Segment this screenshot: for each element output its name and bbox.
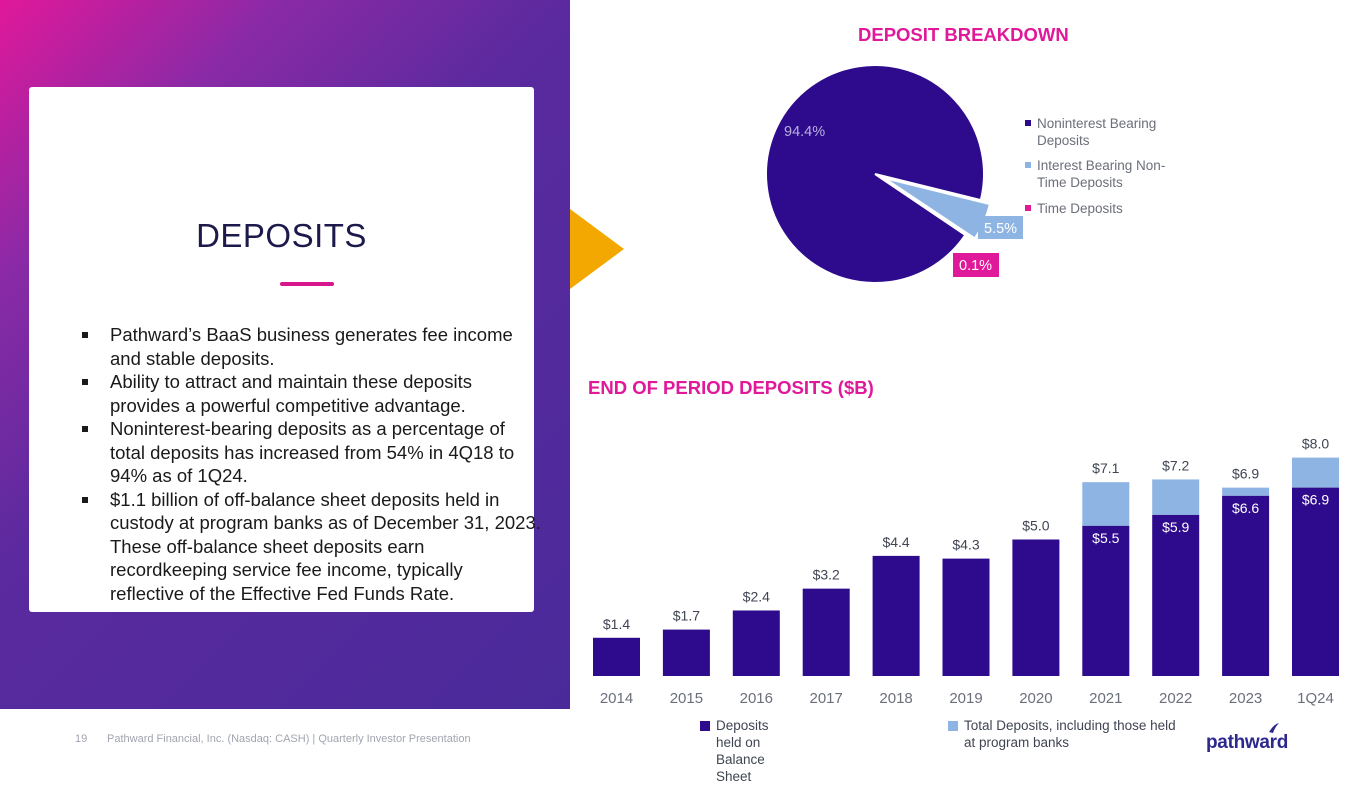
- legend-swatch-icon: [1025, 162, 1031, 168]
- legend-swatch-icon: [1025, 205, 1031, 211]
- bullet-list: Pathward’s BaaS business generates fee i…: [81, 323, 541, 605]
- x-tick-label: 1Q24: [1297, 690, 1334, 707]
- page-number: 19: [75, 733, 88, 745]
- bar-balance-sheet: [1012, 539, 1060, 676]
- pie-data-label: 5.5%: [984, 221, 1017, 237]
- legend-label: Time Deposits: [1037, 201, 1123, 216]
- page-title: DEPOSITS: [196, 217, 367, 254]
- bar-balance-sheet: [732, 610, 780, 676]
- bar-balance-sheet: [662, 629, 710, 676]
- x-tick-label: 2014: [600, 690, 633, 707]
- pie-data-label: 94.4%: [784, 124, 825, 140]
- legend-label: Deposits held on Balance Sheet: [716, 718, 769, 784]
- legend-swatch-icon: [948, 721, 958, 731]
- bar-chart-title: END OF PERIOD DEPOSITS ($B): [588, 377, 874, 398]
- bullet-marker-icon: [82, 332, 88, 338]
- x-tick-label: 2023: [1229, 690, 1262, 707]
- bar-balance-sheet: [802, 588, 850, 676]
- bar-inner-label: $6.9: [1302, 492, 1329, 508]
- bar-inner-label: $6.6: [1232, 500, 1259, 516]
- bar-top-label: $2.4: [743, 588, 770, 604]
- bar-total-deposits: [1222, 487, 1270, 496]
- bar-top-label: $1.7: [673, 608, 700, 624]
- bar-top-label: $5.0: [1022, 518, 1049, 534]
- pie-label-box: [978, 216, 1023, 239]
- x-tick-label: 2019: [949, 690, 982, 707]
- bar-total-deposits: [1152, 479, 1200, 515]
- deposits-card: DEPOSITS Pathward’s BaaS business genera…: [29, 87, 541, 612]
- bar-total-deposits: [1292, 457, 1339, 488]
- bar-top-label: $3.2: [813, 567, 840, 583]
- bar-balance-sheet: [872, 555, 920, 676]
- legend-label: Noninterest Bearing Deposits: [1037, 116, 1157, 148]
- bullet-text: Pathward’s BaaS business generates fee i…: [110, 324, 513, 369]
- bar-top-label: $7.2: [1162, 457, 1189, 473]
- bar-total-deposits: [1082, 482, 1130, 526]
- legend-label-line2: at program banks: [964, 735, 1070, 750]
- pie-slice: [765, 64, 985, 284]
- x-tick-label: 2018: [879, 690, 912, 707]
- bar-balance-sheet: [1222, 495, 1270, 676]
- bullet-text: Noninterest-bearing deposits as a percen…: [110, 418, 515, 486]
- x-tick-label: 2022: [1159, 690, 1192, 707]
- x-tick-label: 2021: [1089, 690, 1122, 707]
- bullet-marker-icon: [82, 496, 88, 503]
- bar-top-label: $1.4: [603, 616, 630, 632]
- bar-top-label: $4.3: [952, 537, 979, 553]
- bar-top-label: $4.4: [882, 534, 909, 550]
- x-tick-label: 2016: [740, 690, 773, 707]
- bar-top-label: $7.1: [1092, 460, 1119, 476]
- x-tick-label: 2017: [810, 690, 843, 707]
- bar-inner-label: $5.5: [1092, 530, 1119, 546]
- bullet-item: Pathward’s BaaS business generates fee i…: [81, 323, 541, 370]
- x-tick-label: 2020: [1019, 690, 1052, 707]
- bar-inner-label: $5.9: [1162, 519, 1189, 535]
- bar-balance-sheet: [1082, 525, 1130, 676]
- pie-label-box: [953, 253, 999, 277]
- bullet-text: Ability to attract and maintain these de…: [110, 371, 472, 416]
- bar-top-label: $6.9: [1232, 466, 1259, 482]
- arrow-pointer-icon: [570, 209, 624, 289]
- pie-data-label: 0.1%: [959, 258, 992, 274]
- bar-balance-sheet: [1152, 514, 1200, 676]
- bullet-marker-icon: [82, 379, 88, 385]
- pathward-logo: pathward: [1206, 732, 1289, 753]
- pie-chart-title: DEPOSIT BREAKDOWN: [858, 24, 1069, 45]
- pie-slice: [877, 175, 971, 239]
- bar-chart: $1.4 2014 $1.7 2015 $2.4 2016 $3.2 2017 $4.4 2018…: [593, 436, 1339, 707]
- legend-label: Total Deposits, including those held: [964, 718, 1176, 733]
- bar-balance-sheet: [593, 637, 640, 676]
- legend-swatch-icon: [700, 721, 710, 731]
- footer-text: Pathward Financial, Inc. (Nasdaq: CASH) …: [107, 733, 471, 745]
- x-tick-label: 2015: [670, 690, 703, 707]
- title-underline: [280, 282, 334, 286]
- pie-chart: 94.4% 5.5% 0.1%: [765, 64, 1023, 284]
- logo-swoosh-icon: [1269, 723, 1279, 733]
- bar-balance-sheet: [942, 558, 990, 676]
- bullet-item: $1.1 billion of off-balance sheet deposi…: [81, 488, 541, 606]
- bullet-text: $1.1 billion of off-balance sheet deposi…: [110, 488, 541, 604]
- bar-top-label: $8.0: [1302, 436, 1329, 452]
- bullet-item: Noninterest-bearing deposits as a percen…: [81, 417, 541, 488]
- legend-swatch-icon: [1025, 120, 1031, 126]
- bullet-item: Ability to attract and maintain these de…: [81, 370, 541, 417]
- bullet-marker-icon: [82, 426, 88, 432]
- bar-balance-sheet: [1292, 487, 1339, 676]
- legend-label: Interest Bearing Non-Time Deposits: [1037, 158, 1166, 190]
